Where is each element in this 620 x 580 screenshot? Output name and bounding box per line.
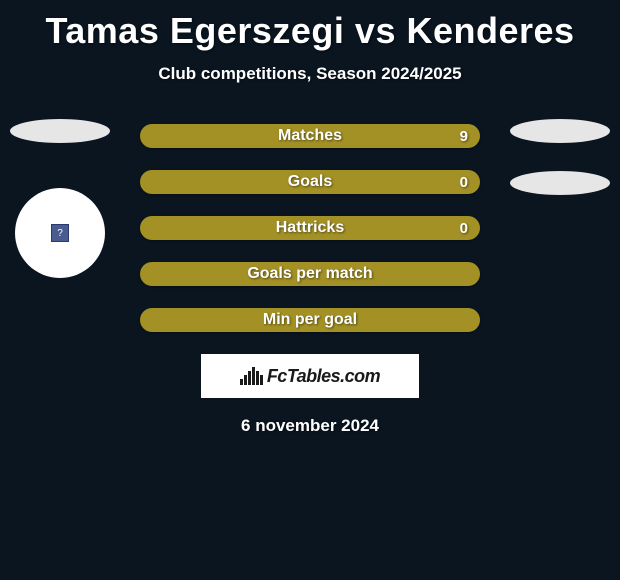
flag-placeholder-icon: ? [51,224,69,242]
stat-value: 9 [460,128,468,145]
stat-value: 0 [460,220,468,237]
stat-label: Goals [288,173,332,191]
stat-bar-goals-per-match: Goals per match [140,262,480,286]
left-flag-area: ? [10,183,110,283]
stat-value: 0 [460,174,468,191]
brand-text: FcTables.com [267,366,380,387]
chart-icon [240,367,263,385]
player-left-ellipse [10,119,110,143]
right-panel [510,119,610,235]
page-title: Tamas Egerszegi vs Kenderes [0,10,620,52]
stat-label: Matches [278,127,342,145]
player-right-ellipse-2 [510,171,610,195]
stat-bar-hattricks: Hattricks 0 [140,216,480,240]
flag-circle: ? [15,188,105,278]
stat-bars: Matches 9 Goals 0 Hattricks 0 Goals per … [140,124,480,332]
page-subtitle: Club competitions, Season 2024/2025 [0,64,620,84]
left-panel: ? [10,119,110,283]
flag-glyph: ? [57,228,63,239]
stat-label: Hattricks [276,219,344,237]
stat-label: Min per goal [263,311,357,329]
comparison-widget: Tamas Egerszegi vs Kenderes Club competi… [0,0,620,436]
stat-bar-min-per-goal: Min per goal [140,308,480,332]
footer-date: 6 november 2024 [0,416,620,436]
stats-area: ? Matches 9 Goals 0 Hattricks 0 [0,124,620,436]
stat-bar-goals: Goals 0 [140,170,480,194]
stat-bar-matches: Matches 9 [140,124,480,148]
stat-label: Goals per match [247,265,372,283]
branding-box: FcTables.com [201,354,419,398]
player-right-ellipse-1 [510,119,610,143]
